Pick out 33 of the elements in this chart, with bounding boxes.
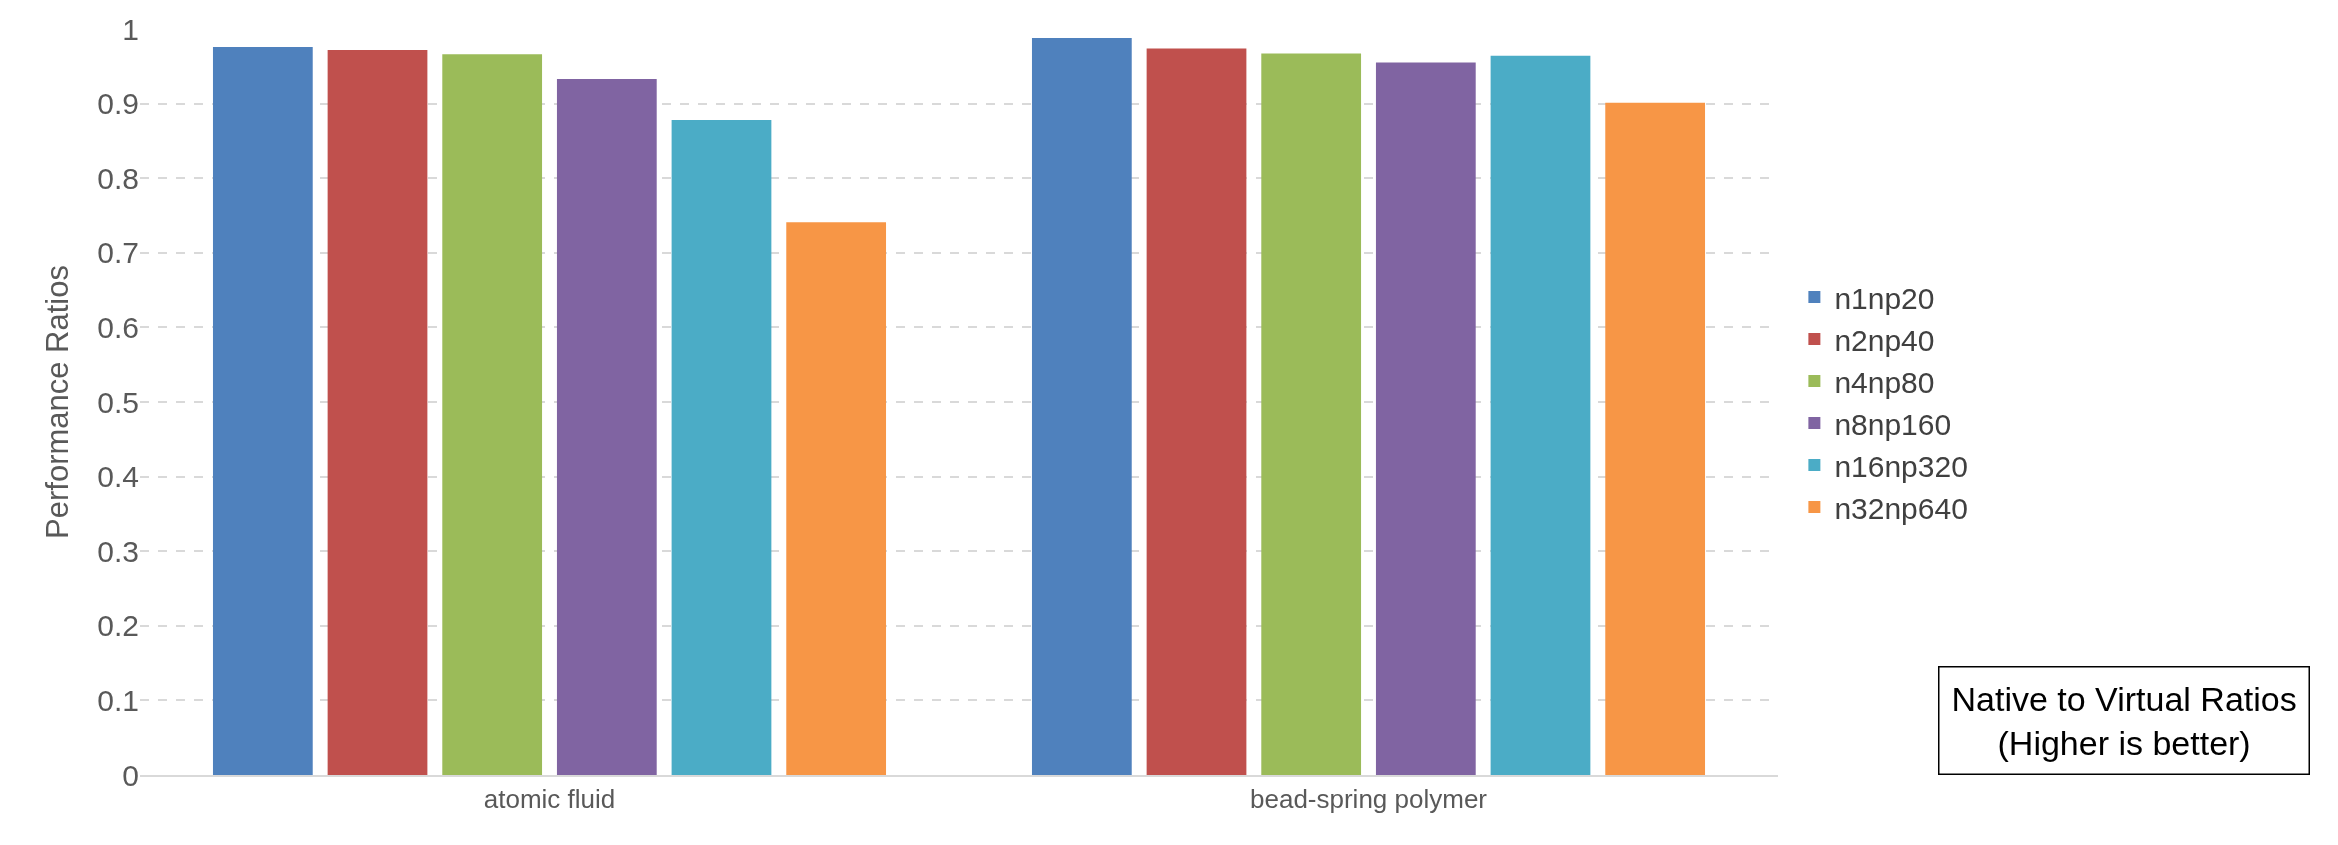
legend-label: n4np80 [1834,365,1935,399]
legend-label: n1np20 [1834,281,1935,315]
y-tick-label: 0.9 [97,87,139,121]
bar [442,54,543,775]
legend-label: n8np160 [1834,407,1952,441]
bar [786,222,887,775]
bar [212,46,313,775]
y-tick-label: 0.5 [97,385,139,419]
y-tick-label: 0.8 [97,161,139,195]
y-tick-label: 1 [122,12,139,46]
bar [1490,55,1591,775]
x-tick-label: bead-spring polymer [1249,784,1488,815]
bar [327,49,428,775]
legend-label: n2np40 [1834,323,1935,357]
text: Native to Virtual Ratios (Higher is better) [1951,679,2297,762]
y-tick-label: 0.6 [97,310,139,344]
y-tick-label: 0.1 [97,683,139,717]
bar [671,120,772,775]
x-tick-label: atomic fluid [483,784,616,815]
bar [1031,37,1132,775]
y-tick-label: 0.3 [97,534,139,568]
bar [1605,102,1706,775]
y-tick-label: 0.2 [97,609,139,643]
legend-label: n32np640 [1834,491,1968,525]
bar [1375,62,1476,775]
y-axis-title: Performance Ratios [40,265,75,539]
bar [556,78,657,775]
legend-label: n16np320 [1834,449,1968,483]
bar [1261,53,1362,775]
y-tick-label: 0.4 [97,460,139,494]
bar [1146,48,1247,775]
y-tick-label: 0 [122,758,139,792]
y-tick-label: 0.7 [97,236,139,270]
